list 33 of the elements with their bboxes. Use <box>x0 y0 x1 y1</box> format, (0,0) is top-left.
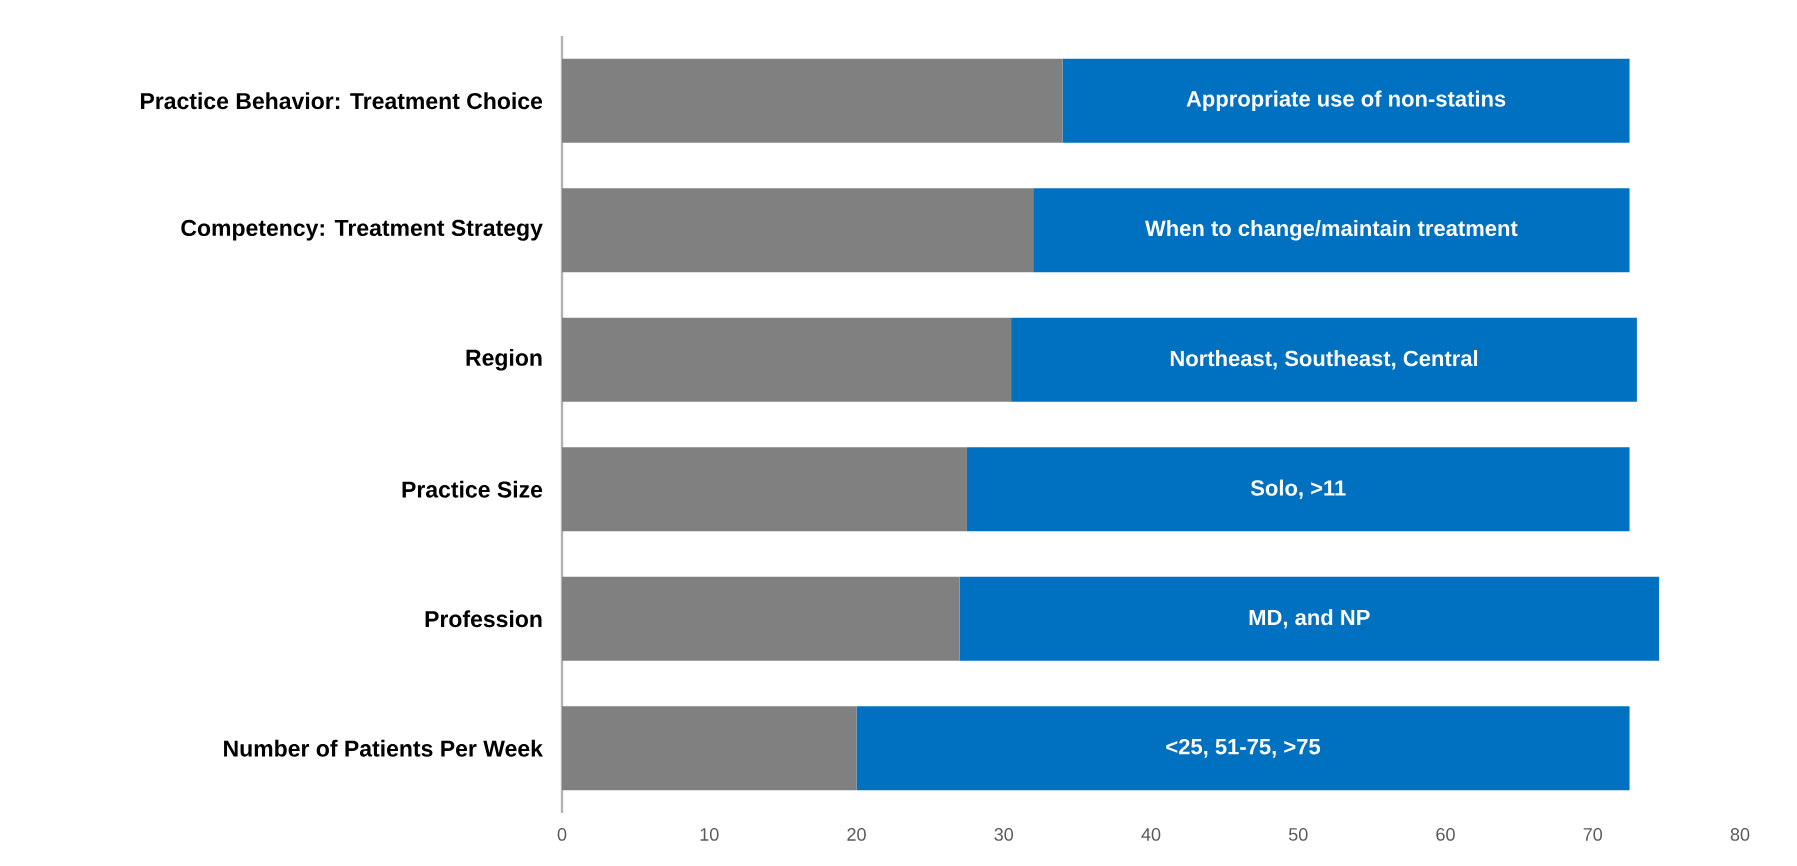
bar <box>562 188 1034 273</box>
bar <box>1011 317 1637 402</box>
bar <box>1033 188 1630 273</box>
y-tick-label: Number of Patients Per Week <box>224 739 543 757</box>
y-tick-label: Profession <box>425 610 542 628</box>
x-tick-label: 60 <box>1436 828 1455 841</box>
y-tick-label: Region <box>466 348 542 371</box>
y-tick-label: Competency: Treatment Strategy <box>181 219 543 241</box>
bar <box>966 447 1630 532</box>
x-tick-label: 50 <box>1288 828 1308 841</box>
bar <box>562 317 1012 402</box>
bar <box>959 576 1659 661</box>
bar <box>562 447 967 532</box>
annotation: Appropriate use of non-statins <box>1186 90 1506 111</box>
annotation: Solo, >11 <box>1250 479 1346 499</box>
bar <box>562 58 1063 143</box>
x-tick-label: 20 <box>847 828 866 841</box>
annotation: <25, 51-75, >75 <box>1166 738 1321 758</box>
bar <box>856 706 1630 791</box>
annotation: When to change/maintain treatment <box>1145 219 1518 241</box>
x-tick-label: 30 <box>994 828 1014 841</box>
x-tick-label: 40 <box>1141 828 1161 841</box>
annotation: MD, and NP <box>1249 609 1370 629</box>
y-tick-label: Practice Size <box>402 480 543 498</box>
x-tick-label: 0 <box>557 828 567 841</box>
bar <box>1062 58 1630 143</box>
x-tick-label: 70 <box>1583 828 1603 841</box>
x-tick-label: 80 <box>1730 828 1750 841</box>
annotation: Northeast, Southeast, Central <box>1170 350 1478 370</box>
bar <box>562 576 960 661</box>
y-tick-label: Practice Behavior: Treatment Choice <box>140 92 543 110</box>
bar <box>562 706 857 791</box>
x-tick-label: 10 <box>700 828 719 841</box>
